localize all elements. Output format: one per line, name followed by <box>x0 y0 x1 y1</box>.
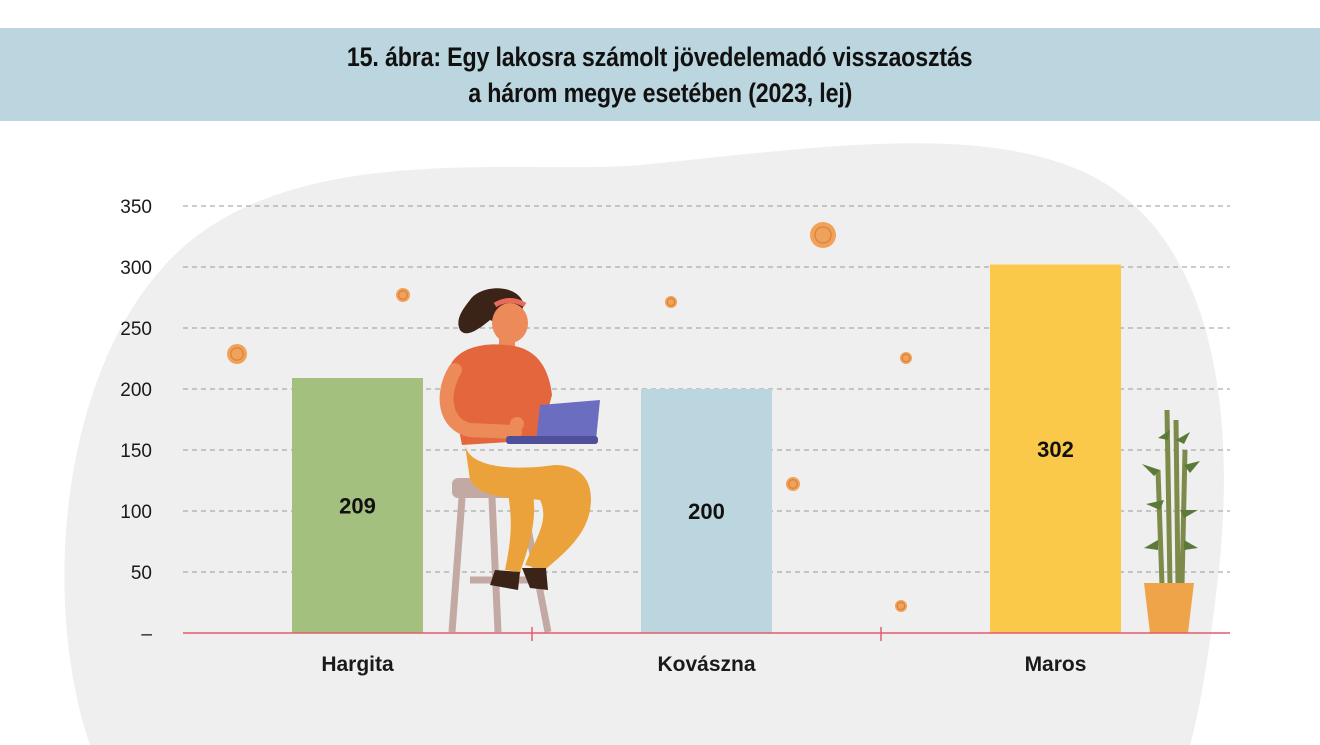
head <box>492 303 528 343</box>
data-label: 302 <box>1037 437 1074 462</box>
y-tick-label: 200 <box>120 380 152 401</box>
coin-icon <box>786 477 800 491</box>
y-tick-label: 250 <box>120 319 152 340</box>
bamboo-stalks <box>1155 409 1188 586</box>
x-tick-label: Kovászna <box>657 653 755 676</box>
y-tick-label: 150 <box>120 441 152 462</box>
bar-hargita <box>292 378 423 633</box>
bar-kovászna <box>641 389 772 633</box>
chart-title-line-2: a három megye esetében (2023, lej) <box>468 77 852 108</box>
shoe-right <box>522 568 548 590</box>
text-layer: – 50 100 150 200 250 300 350 209 Hargita 200 Kovász… <box>120 197 1086 676</box>
chart-title-line-1: 15. ábra: Egy lakosra számolt jövedelema… <box>347 41 973 72</box>
bar-layer <box>292 264 1121 633</box>
y-tick-label: 50 <box>131 563 152 584</box>
coin-icon <box>396 288 410 302</box>
y-tick-label: 300 <box>120 258 152 279</box>
coin-layer <box>227 222 912 612</box>
plant-pot <box>1144 583 1194 633</box>
coin-icon <box>900 352 912 364</box>
coin-icon <box>665 296 677 308</box>
laptop-base <box>506 436 598 444</box>
data-label: 200 <box>688 499 725 524</box>
woman-with-laptop-illustration <box>439 288 600 633</box>
coin-icon <box>227 344 247 364</box>
hand <box>510 417 524 431</box>
legs-pants <box>465 445 591 570</box>
y-tick-label: 350 <box>120 197 152 218</box>
coin-icon <box>895 600 907 612</box>
title-band: 15. ábra: Egy lakosra számolt jövedelema… <box>0 28 1320 121</box>
laptop-screen <box>536 400 600 442</box>
shoe-left <box>490 570 520 590</box>
x-tick-label: Hargita <box>321 653 394 676</box>
bamboo-plant-icon <box>1142 409 1200 633</box>
arm <box>439 363 522 439</box>
coin-icon <box>810 222 836 248</box>
torso-shirt <box>448 344 552 445</box>
data-label: 209 <box>339 494 376 519</box>
bar-maros <box>990 264 1121 633</box>
y-tick-label: – <box>141 624 152 645</box>
axis-layer <box>183 627 1230 641</box>
x-tick-label: Maros <box>1025 653 1087 676</box>
y-tick-label: 100 <box>120 502 152 523</box>
lower-leg <box>505 480 535 572</box>
headband <box>493 298 527 308</box>
